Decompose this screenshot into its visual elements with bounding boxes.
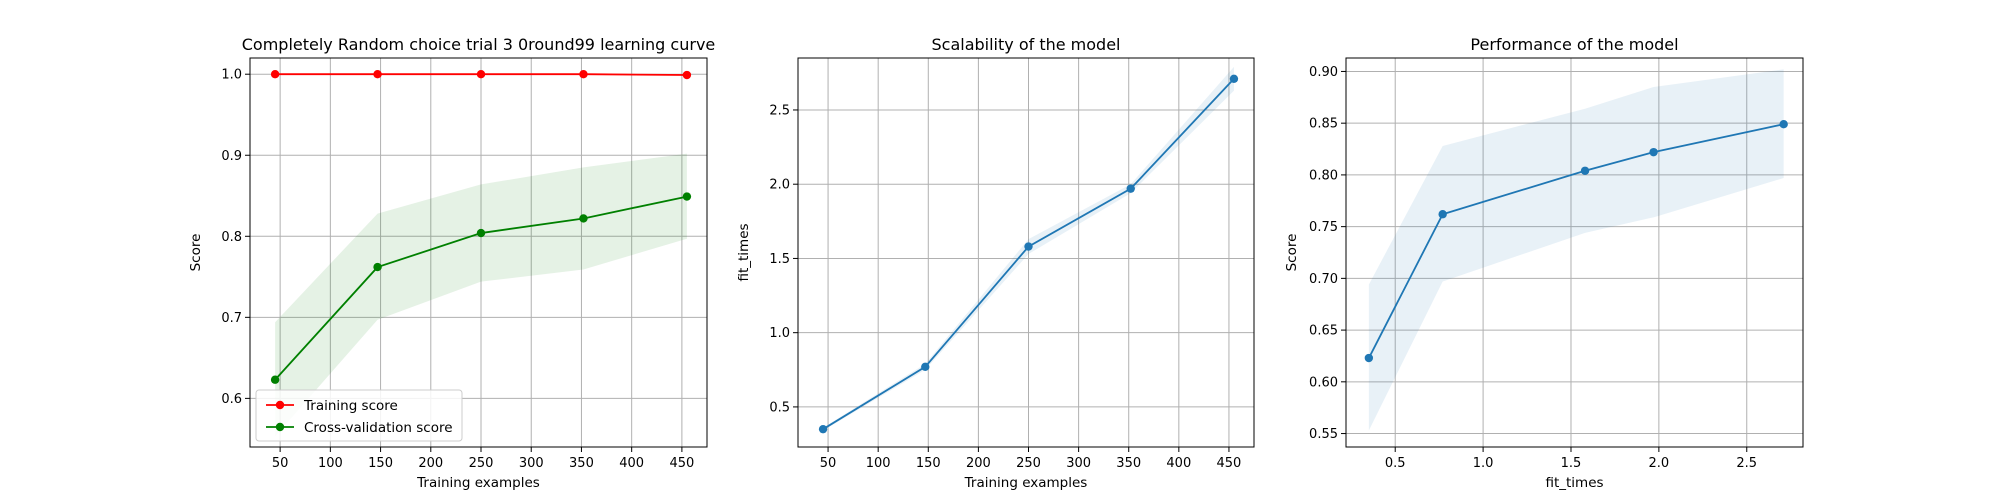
y-axis-label: Score — [1284, 234, 1300, 272]
data-point — [682, 192, 692, 201]
data-point — [682, 70, 692, 80]
legend: Training score Cross-validation score — [255, 389, 463, 442]
axes-frame — [1345, 57, 1804, 448]
data-point — [1649, 147, 1658, 157]
y-tick-label: 0.75 — [1309, 220, 1338, 235]
x-tick-label: 400 — [619, 456, 644, 471]
axes-frame — [797, 57, 1255, 448]
data-point — [579, 70, 588, 79]
x-tick-label: 50 — [272, 456, 289, 471]
x-tick-label: 250 — [469, 456, 494, 471]
axes-frame — [249, 57, 708, 448]
x-tick-label: 300 — [1066, 456, 1091, 471]
y-tick-label: 1.0 — [769, 326, 790, 341]
x-tick-label: 200 — [418, 456, 443, 471]
x-tick-label: 100 — [318, 456, 343, 471]
chart-panel-2: 50 100 150 200 250 300 350 400 450 0.5 1.0 1.5 2.0 2.… — [736, 35, 1255, 491]
x-tick-label: 250 — [1016, 456, 1041, 471]
x-tick-label: 350 — [1116, 456, 1141, 471]
x-tick-label: 2.0 — [1649, 456, 1670, 471]
data-point — [373, 70, 382, 79]
x-tick-label: 1.5 — [1561, 456, 1582, 471]
y-tick-label: 0.90 — [1309, 65, 1338, 80]
data-point — [1024, 242, 1033, 251]
data-point — [1580, 166, 1590, 175]
legend-label: Cross-validation score — [304, 420, 453, 436]
y-tick-label: 0.65 — [1309, 324, 1338, 339]
y-tick-label: 0.8 — [221, 230, 242, 245]
x-tick-label: 350 — [569, 456, 594, 471]
x-tick-label: 2.5 — [1736, 456, 1757, 471]
x-tick-label: 450 — [669, 456, 694, 471]
series-band-1 — [1368, 69, 1784, 431]
x-tick-label: 150 — [916, 456, 941, 471]
data-point — [579, 214, 588, 223]
y-tick-label: 2.5 — [769, 103, 790, 118]
x-axis-label: Training examples — [964, 475, 1088, 491]
data-point — [921, 362, 930, 372]
plot-area — [798, 58, 1254, 447]
chart-panel-3: 0.5 1.0 1.5 2.0 2.5 0.55 0.60 0.65 0.70 0.75 0.80 0… — [1284, 35, 1804, 491]
x-axis-label: fit_times — [1545, 475, 1603, 491]
legend-swatch-marker — [275, 422, 285, 432]
y-tick-label: 2.0 — [769, 178, 790, 193]
x-tick-label: 450 — [1217, 456, 1242, 471]
series-band-2 — [275, 153, 687, 437]
data-point — [476, 70, 486, 79]
grid — [798, 58, 1254, 447]
y-tick-label: 1.0 — [221, 68, 242, 83]
y-axis-label: fit_times — [736, 223, 752, 281]
data-point — [1438, 210, 1447, 219]
data-point — [373, 262, 382, 272]
y-tick-label: 0.9 — [221, 149, 242, 164]
data-point — [270, 375, 280, 384]
data-point — [818, 424, 828, 434]
chart-panel-1: 50 100 150 200 250 300 350 400 450 0.6 0.7 0.8 0.9 1.… — [188, 35, 715, 491]
legend-label: Training score — [303, 398, 398, 414]
x-tick-label: 400 — [1166, 456, 1191, 471]
chart-title: Scalability of the model — [932, 35, 1121, 54]
x-axis-label: Training examples — [416, 475, 540, 491]
data-point — [476, 228, 486, 238]
data-point — [1126, 184, 1135, 193]
y-tick-label: 0.5 — [769, 400, 790, 415]
x-tick-label: 100 — [866, 456, 891, 471]
legend-box — [255, 389, 463, 442]
y-tick-label: 0.70 — [1309, 272, 1338, 287]
chart-title: Completely Random choice trial 3 0round9… — [242, 35, 716, 54]
y-tick-label: 0.85 — [1309, 117, 1338, 132]
y-tick-label: 0.7 — [221, 311, 242, 326]
y-tick-label: 1.5 — [769, 252, 790, 267]
y-axis-label: Score — [188, 234, 204, 272]
x-tick-label: 1.0 — [1473, 456, 1494, 471]
x-tick-label: 300 — [519, 456, 544, 471]
plot-area — [250, 58, 707, 447]
x-tick-label: 150 — [368, 456, 393, 471]
y-tick-label: 0.60 — [1309, 375, 1338, 390]
x-tick-label: 50 — [820, 456, 837, 471]
x-tick-label: 0.5 — [1385, 456, 1406, 471]
chart-title: Performance of the model — [1470, 35, 1678, 54]
legend-swatch-marker — [275, 400, 285, 410]
data-point — [270, 70, 280, 79]
y-tick-label: 0.80 — [1309, 168, 1338, 183]
y-tick-label: 0.6 — [221, 392, 242, 407]
y-tick-label: 0.55 — [1309, 427, 1338, 442]
data-point — [1779, 120, 1788, 129]
data-point — [1229, 74, 1239, 83]
data-point — [1364, 353, 1374, 363]
x-tick-label: 200 — [966, 456, 991, 471]
